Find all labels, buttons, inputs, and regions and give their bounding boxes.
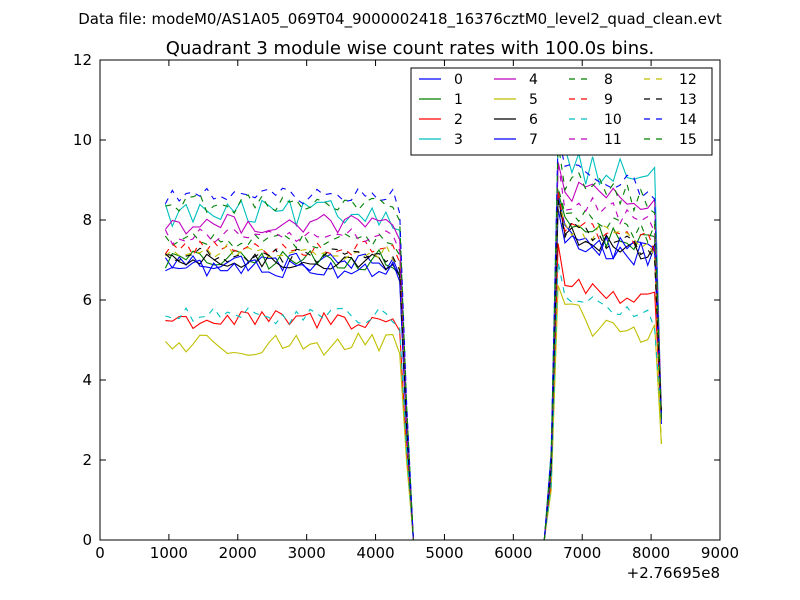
legend-label-10: 10 xyxy=(604,112,622,128)
legend-label-9: 9 xyxy=(604,92,613,108)
chart-suptitle: Data file: modeM0/AS1A05_069T04_90000024… xyxy=(78,10,722,29)
chart-title: Quadrant 3 module wise count rates with … xyxy=(166,38,655,59)
legend-box xyxy=(410,67,713,156)
x-tick-label: 0 xyxy=(95,544,105,562)
x-tick-label: 4000 xyxy=(356,544,394,562)
legend-label-5: 5 xyxy=(529,92,538,108)
y-tick-label: 8 xyxy=(82,211,92,229)
x-tick-label: 6000 xyxy=(494,544,532,562)
x-tick-label: 7000 xyxy=(563,544,601,562)
series-line-9 xyxy=(164,190,662,541)
legend-label-14: 14 xyxy=(679,112,697,128)
legend-label-6: 6 xyxy=(529,112,538,128)
x-tick-label: 2000 xyxy=(219,544,257,562)
axes-layer: 0 1000 2000 3000 4000 5000 6000 7000 8000 9000 0 2 4… xyxy=(73,51,739,562)
x-tick-label: 3000 xyxy=(288,544,326,562)
legend-label-8: 8 xyxy=(604,72,613,88)
series-line-13 xyxy=(165,199,662,541)
legend-label-7: 7 xyxy=(529,132,538,148)
legend-label-1: 1 xyxy=(454,92,463,108)
x-tick-label: 1000 xyxy=(150,544,188,562)
series-line-12 xyxy=(165,200,662,541)
legend-label-11: 11 xyxy=(604,132,622,148)
plot-border xyxy=(99,59,721,541)
y-tick-label: 6 xyxy=(82,291,92,309)
y-tick-label: 10 xyxy=(73,131,92,149)
legend-label-0: 0 xyxy=(454,72,463,88)
legend-label-3: 3 xyxy=(454,132,463,148)
legend-label-15: 15 xyxy=(679,132,697,148)
y-tick-label: 2 xyxy=(82,451,92,469)
y-tick-label: 0 xyxy=(82,531,92,549)
y-tick-label: 4 xyxy=(82,371,92,389)
series-line-14 xyxy=(164,135,662,541)
legend-label-2: 2 xyxy=(454,112,463,128)
y-tick-label: 12 xyxy=(73,51,92,69)
x-tick-label: 8000 xyxy=(632,544,670,562)
x-offset-label: +2.76695e8 xyxy=(627,564,720,582)
x-tick-label: 5000 xyxy=(425,544,463,562)
series-line-10 xyxy=(165,261,662,541)
legend-label-4: 4 xyxy=(529,72,538,88)
legend-label-13: 13 xyxy=(679,92,697,108)
x-tick-label: 9000 xyxy=(701,544,739,562)
legend-label-12: 12 xyxy=(679,72,697,88)
